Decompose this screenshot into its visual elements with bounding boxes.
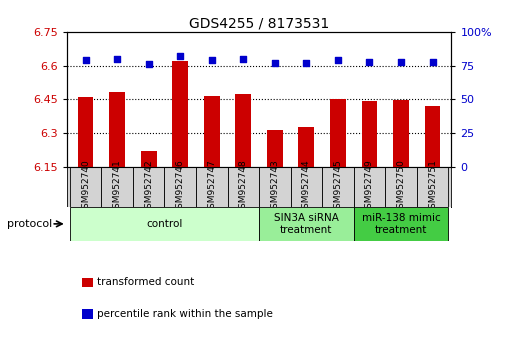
Point (239, 56, 247, 62)
Bar (417, 167, 448, 207)
Point (145, 61, 153, 67)
Text: GSM952744: GSM952744 (302, 160, 311, 214)
Bar (70, 167, 102, 207)
Point (208, 57, 216, 63)
Bar (204, 96, 220, 167)
Text: GSM952742: GSM952742 (144, 160, 153, 214)
Point (113, 56, 121, 62)
Text: GSM952741: GSM952741 (113, 159, 122, 214)
Text: GSM952748: GSM952748 (239, 159, 248, 214)
Text: control: control (146, 219, 183, 229)
Bar (353, 207, 448, 241)
Point (302, 60, 310, 66)
Point (334, 57, 342, 63)
Point (271, 60, 279, 66)
Title: GDS4255 / 8173531: GDS4255 / 8173531 (189, 17, 329, 31)
Bar (353, 167, 385, 207)
Bar (362, 102, 378, 167)
Bar (299, 127, 314, 167)
Text: GSM952747: GSM952747 (207, 159, 216, 214)
Bar (393, 100, 409, 167)
Text: GSM952751: GSM952751 (428, 159, 437, 214)
Bar (102, 167, 133, 207)
Bar (267, 130, 283, 167)
Point (428, 59, 437, 64)
Bar (133, 167, 165, 207)
Text: miR-138 mimic
treatment: miR-138 mimic treatment (362, 213, 440, 235)
Text: percentile rank within the sample: percentile rank within the sample (97, 309, 273, 319)
Bar (109, 92, 125, 167)
Bar (385, 167, 417, 207)
Bar (235, 93, 251, 167)
Text: GSM952749: GSM952749 (365, 159, 374, 214)
Bar (425, 106, 440, 167)
Bar (196, 167, 228, 207)
Bar (78, 97, 93, 167)
Bar (70, 207, 259, 241)
Point (365, 59, 373, 64)
Bar (165, 167, 196, 207)
Point (397, 59, 405, 64)
Bar (259, 167, 290, 207)
Bar (322, 167, 353, 207)
Bar (228, 167, 259, 207)
Point (176, 53, 184, 59)
Bar (290, 167, 322, 207)
Text: GSM952746: GSM952746 (176, 159, 185, 214)
Text: SIN3A siRNA
treatment: SIN3A siRNA treatment (274, 213, 339, 235)
Text: transformed count: transformed count (97, 278, 195, 287)
Bar (259, 207, 353, 241)
Bar (330, 99, 346, 167)
Point (82, 57, 90, 63)
Text: GSM952750: GSM952750 (397, 159, 405, 214)
Bar (141, 151, 156, 167)
Text: protocol: protocol (7, 219, 52, 229)
Text: GSM952740: GSM952740 (81, 159, 90, 214)
Text: GSM952745: GSM952745 (333, 159, 342, 214)
Bar (172, 61, 188, 167)
Text: GSM952743: GSM952743 (270, 159, 280, 214)
